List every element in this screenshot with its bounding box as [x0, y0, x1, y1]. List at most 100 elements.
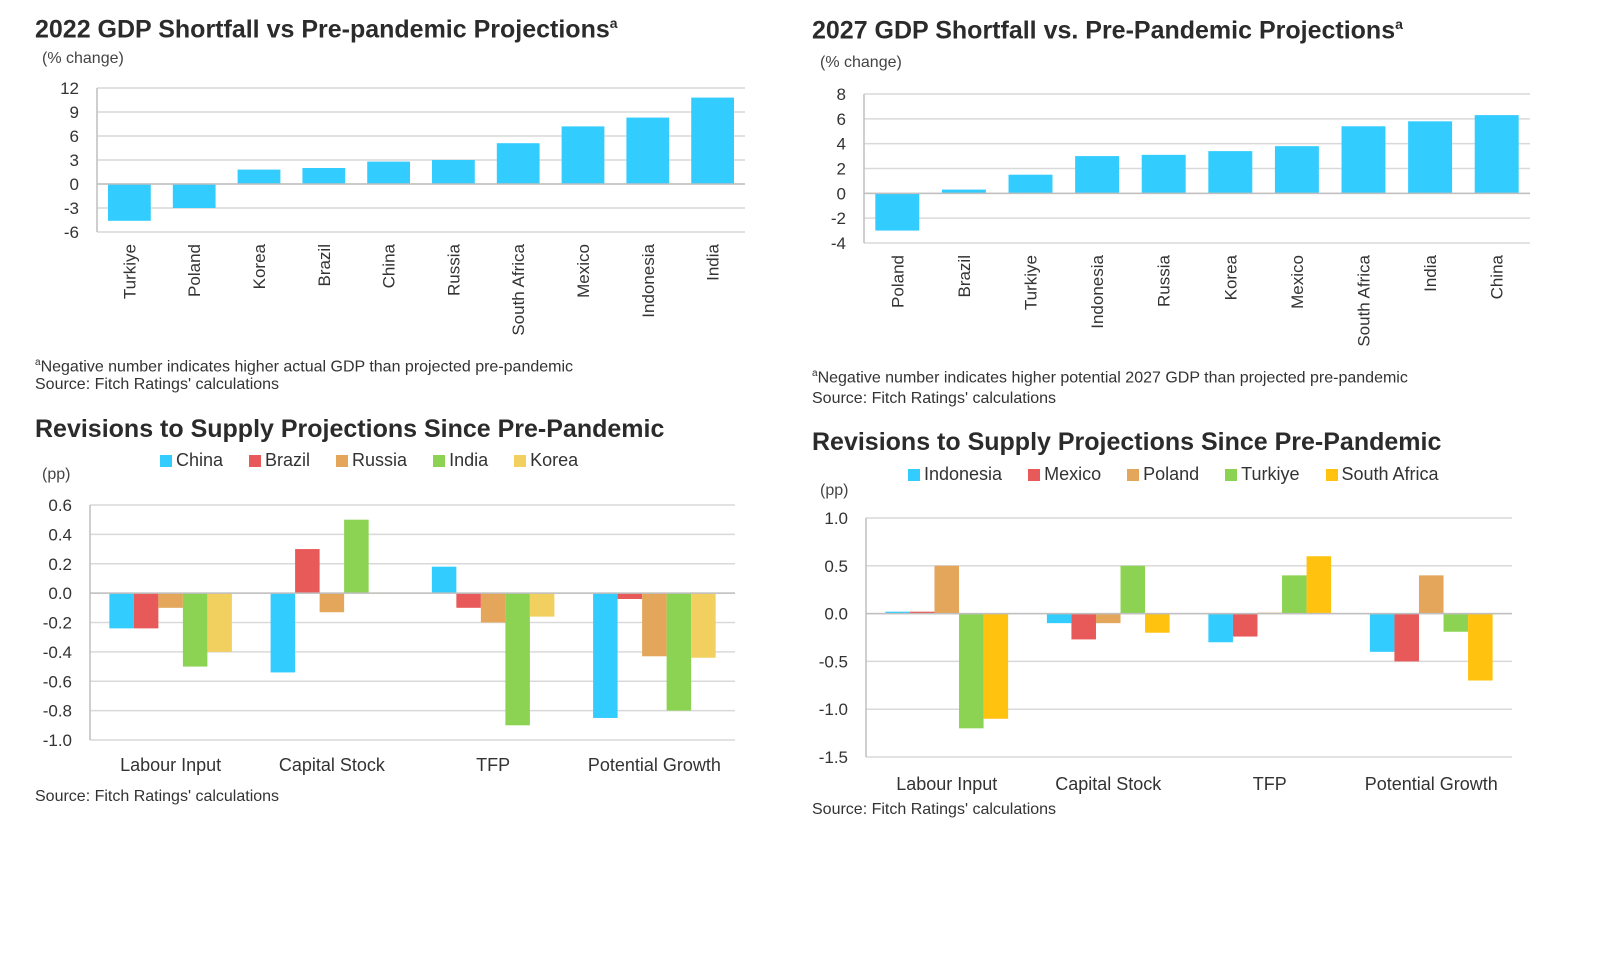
chart4-bar-potential-growth-turkiye — [1443, 613, 1469, 632]
chart4-x-label-labour-input: Labour Input — [896, 774, 997, 794]
chart2-y-unit: (% change) — [820, 54, 902, 71]
chart4-bar-labour-input-south-africa — [983, 613, 1009, 719]
chart4-bar-potential-growth-mexico — [1394, 613, 1419, 662]
chart4-bar-potential-growth-poland — [1418, 575, 1444, 614]
chart2-x-label-poland: Poland — [888, 255, 907, 308]
chart4-bar-capital-stock-poland — [1095, 613, 1121, 624]
chart2-bar-poland — [875, 193, 920, 231]
chart2-y-tick: 0 — [837, 184, 846, 203]
chart2-bar-russia — [1141, 154, 1186, 194]
chart4-legend-swatch — [1028, 468, 1041, 481]
chart2-y-tick: 6 — [837, 110, 846, 129]
chart3-legend-swatch — [514, 454, 527, 467]
chart3-bar-potential-growth-china — [593, 593, 618, 718]
chart4-y-unit: (pp) — [820, 482, 849, 499]
chart1-x-label-korea: Korea — [250, 243, 269, 289]
chart4-legend-swatch — [1225, 468, 1238, 481]
chart2-y-tick: 2 — [837, 160, 846, 179]
chart4-bar-tfp-mexico — [1232, 613, 1258, 637]
chart4-y-tick: 1.0 — [824, 509, 848, 528]
chart2-source: Source: Fitch Ratings' calculations — [812, 390, 1057, 407]
chart2-footnote: aNegative number indicates higher potent… — [812, 368, 1408, 387]
chart2-title: 2027 GDP Shortfall vs. Pre-Pandemic Proj… — [812, 16, 1403, 45]
chart1-bar-mexico — [561, 126, 605, 184]
chart2-bar-indonesia — [1075, 156, 1120, 194]
chart1-x-label-south-africa: South Africa — [509, 243, 528, 335]
chart2-bar-korea — [1208, 151, 1253, 194]
chart1-x-label-india: India — [704, 243, 723, 280]
chart3-source: Source: Fitch Ratings' calculations — [35, 788, 280, 805]
chart3-y-tick: -0.4 — [43, 643, 72, 662]
chart4-bar-capital-stock-indonesia — [1046, 613, 1072, 624]
chart4-x-label-capital-stock: Capital Stock — [1055, 774, 1162, 794]
chart1-y-tick: 0 — [70, 175, 79, 194]
chart4-bar-tfp-turkiye — [1282, 575, 1307, 614]
chart1-bar-china — [367, 161, 410, 184]
chart2-x-label-turkiye: Turkiye — [1022, 255, 1041, 310]
chart1-bar-south-africa — [496, 143, 540, 184]
chart1-x-label-brazil: Brazil — [315, 244, 334, 287]
chart3-bar-labour-input-korea — [207, 593, 232, 652]
chart2-bar-india — [1408, 121, 1453, 194]
chart2-bar-turkiye — [1008, 174, 1053, 194]
chart2-bar-mexico — [1274, 146, 1319, 194]
chart3-legend-label: Russia — [352, 450, 408, 470]
chart3-legend-label: Korea — [530, 450, 579, 470]
chart3-bar-labour-input-india — [182, 593, 208, 667]
chart3-y-tick: -0.8 — [43, 702, 72, 721]
chart4-y-tick: -0.5 — [819, 652, 848, 671]
chart3-legend-label: Brazil — [265, 450, 311, 470]
chart1-bar-russia — [432, 160, 475, 184]
chart3-legend-swatch — [336, 454, 349, 467]
chart4-y-tick: -1.0 — [819, 700, 848, 719]
chart4-bar-labour-input-mexico — [909, 611, 935, 614]
chart1-bar-turkiye — [108, 184, 151, 221]
chart1-bar-poland — [172, 184, 216, 208]
chart3-title: Revisions to Supply Projections Since Pr… — [35, 415, 665, 443]
chart3-bar-tfp-russia — [480, 593, 506, 623]
chart2-x-label-south-africa: South Africa — [1355, 254, 1374, 346]
chart3-legend-item-brazil: Brazil — [249, 450, 310, 471]
chart3-legend-label: China — [176, 450, 224, 470]
chart3-y-tick: -1.0 — [43, 731, 72, 750]
chart1-x-label-mexico: Mexico — [574, 244, 593, 298]
chart1-y-tick: 12 — [60, 79, 79, 98]
chart1-y-unit: (% change) — [42, 50, 124, 67]
chart4-bar-labour-input-turkiye — [959, 613, 984, 729]
chart3-bar-tfp-korea — [529, 593, 555, 617]
chart3-legend-swatch — [433, 454, 446, 467]
chart3-bar-capital-stock-china — [270, 593, 296, 673]
chart1-y-tick: -3 — [64, 199, 79, 218]
chart3-bar-tfp-china — [431, 566, 457, 594]
chart1-y-tick: -6 — [64, 223, 79, 242]
chart1-title: 2022 GDP Shortfall vs Pre-pandemic Proje… — [35, 15, 618, 44]
chart3-legend-swatch — [160, 454, 172, 467]
chart1-x-label-china: China — [380, 243, 399, 288]
chart3-bar-labour-input-brazil — [133, 593, 159, 629]
chart2-bar-china — [1474, 115, 1519, 194]
chart4-legend-label: Poland — [1143, 464, 1200, 484]
chart4-x-label-tfp: TFP — [1253, 774, 1287, 794]
chart2-y-tick: 4 — [837, 135, 846, 154]
chart4-legend-label: Mexico — [1044, 464, 1102, 484]
chart3-y-tick: 0.0 — [48, 584, 72, 603]
chart4-source: Source: Fitch Ratings' calculations — [812, 801, 1057, 818]
chart1-y-tick: 9 — [70, 103, 79, 122]
chart4-legend-item-turkiye: Turkiye — [1225, 464, 1300, 485]
chart4-bar-tfp-south-africa — [1306, 556, 1332, 614]
chart1-source: Source: Fitch Ratings' calculations — [35, 376, 280, 393]
chart3-y-tick: 0.4 — [48, 525, 72, 544]
chart4-legend-swatch — [1127, 468, 1140, 481]
chart1-bar-india — [691, 97, 734, 184]
chart1-y-tick: 3 — [70, 151, 79, 170]
chart3-legend-item-china: China — [160, 450, 223, 471]
chart4-legend-swatch — [908, 468, 920, 481]
chart3-bar-tfp-india — [505, 593, 530, 726]
chart3-bar-potential-growth-korea — [691, 593, 716, 658]
chart2-y-tick: -2 — [831, 209, 846, 228]
chart4-legend: Indonesia Mexico Poland Turkiye South Africa — [908, 464, 1465, 485]
chart4-y-tick: -1.5 — [819, 748, 848, 767]
chart3-y-tick: -0.6 — [43, 672, 72, 691]
chart2-y-tick: -4 — [831, 234, 846, 253]
chart4-y-tick: 0.0 — [824, 605, 848, 624]
